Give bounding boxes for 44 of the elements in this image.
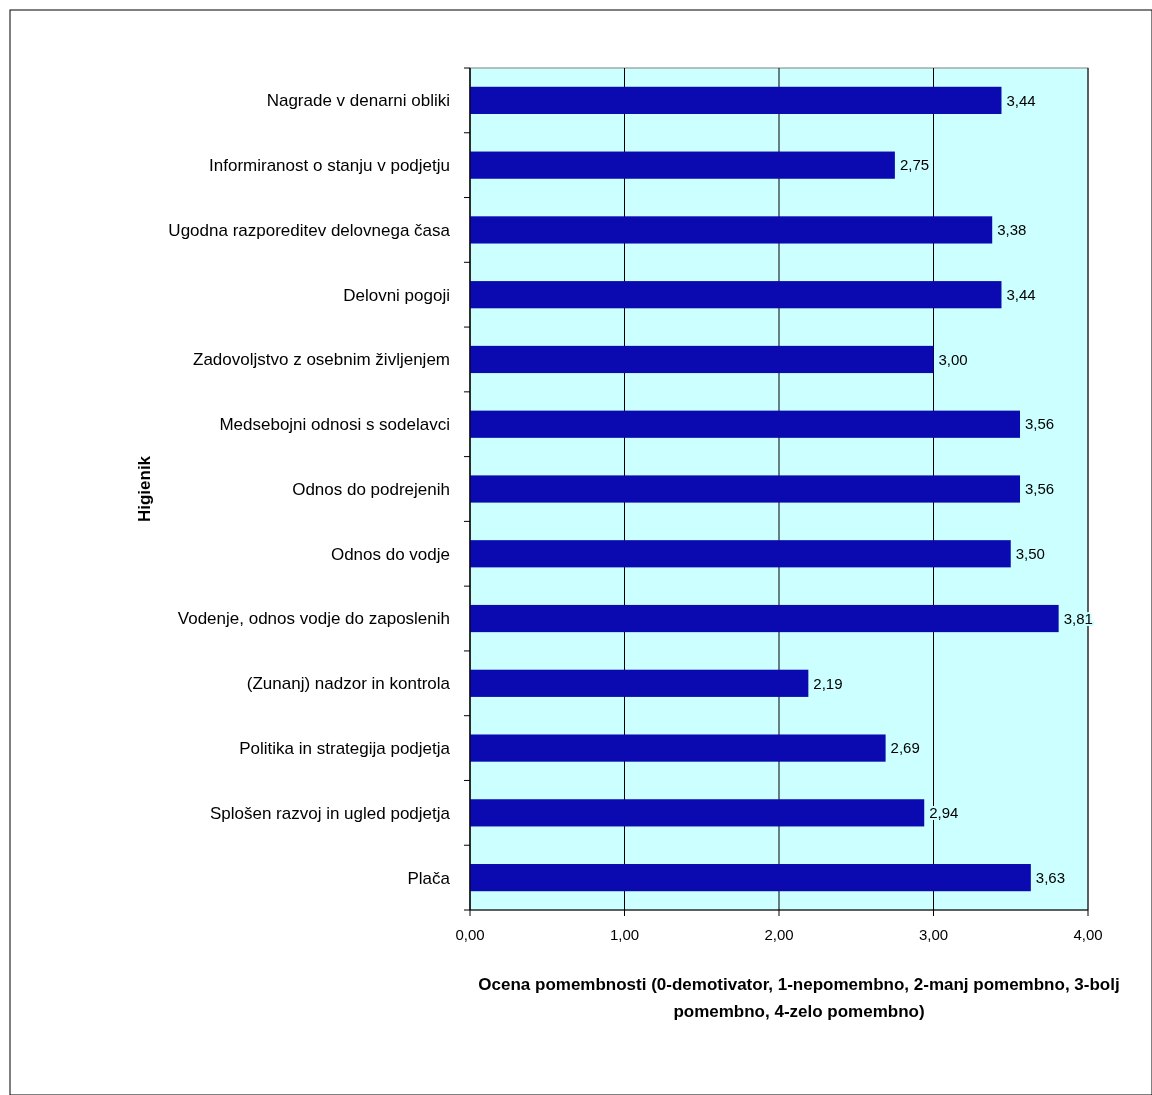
- data-label: 3,50: [1015, 545, 1045, 563]
- x-tick-label: 1,00: [609, 926, 640, 943]
- x-tick-label: 3,00: [918, 926, 949, 943]
- bar: [470, 151, 895, 179]
- data-label: 2,75: [899, 156, 930, 174]
- y-tick-label: Odnos do vodje: [330, 544, 450, 564]
- bar: [470, 475, 1021, 503]
- y-axis-title: Higienik: [135, 455, 155, 523]
- y-tick-label: Politika in strategija podjetja: [239, 739, 451, 759]
- bar: [470, 281, 1002, 309]
- x-tick-label: 4,00: [1073, 926, 1103, 943]
- data-label: 3,56: [1025, 415, 1055, 433]
- y-tick-label: Odnos do podrejenih: [292, 479, 450, 499]
- y-tick-label: Plača: [407, 868, 451, 888]
- bar: [470, 734, 886, 762]
- x-axis-title: Ocena pomembnosti (0-demotivator, 1-nepomembno, 2-manj pomembno, 3-bolj pomembno, 4-zelo pomembno): [478, 975, 1120, 1021]
- bar: [470, 540, 1011, 568]
- data-label: 3,38: [997, 221, 1027, 239]
- bar: [470, 864, 1031, 892]
- data-label: 3,00: [938, 350, 968, 368]
- data-label: 2,19: [813, 674, 843, 692]
- data-label: 3,44: [1006, 91, 1036, 109]
- data-label: 3,44: [1006, 285, 1036, 303]
- y-tick-label: Delovni pogoji: [343, 285, 450, 305]
- y-tick-label: Nagrade v denarni obliki: [266, 91, 450, 111]
- bar: [470, 216, 993, 244]
- y-tick-label: Medsebojni odnosi s sodelavci: [219, 415, 450, 435]
- y-tick-label: Ugodna razporeditev delovnega časa: [168, 220, 451, 240]
- bar: [470, 410, 1021, 438]
- bar: [470, 345, 934, 374]
- bar: [470, 669, 809, 697]
- data-label: 2,69: [890, 739, 920, 757]
- y-tick-label: Splošen razvoj in ugled podjetja: [209, 803, 451, 823]
- data-label: 3,56: [1025, 480, 1055, 498]
- data-label: 3,63: [1035, 868, 1066, 886]
- bar: [470, 799, 925, 827]
- y-tick-label: Informiranost o stanju v podjetju: [209, 156, 450, 176]
- y-tick-label: Vodenje, odnos vodje do zaposlenih: [177, 609, 450, 629]
- x-tick-label: 2,00: [764, 926, 794, 943]
- y-tick-label: (Zunanj) nadzor in kontrola: [246, 674, 451, 694]
- y-tick-label: Zadovoljstvo z osebnim življenjem: [193, 350, 450, 370]
- bar: [470, 86, 1002, 114]
- x-tick-label: 0,00: [455, 926, 485, 943]
- bar: [470, 604, 1059, 633]
